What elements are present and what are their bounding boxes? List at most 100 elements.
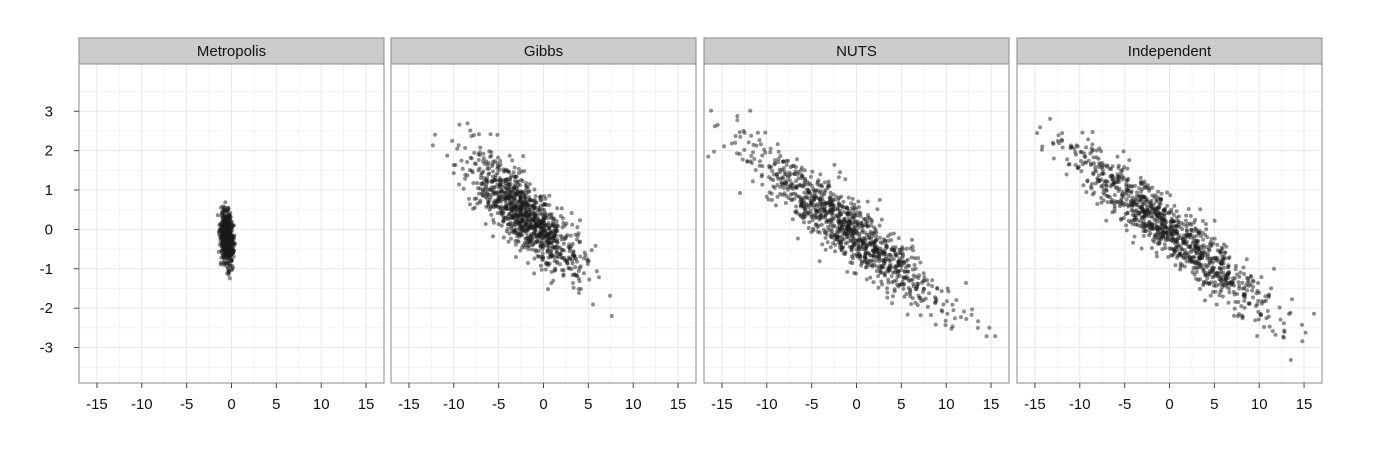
data-point — [223, 261, 228, 266]
data-point — [860, 228, 865, 233]
data-point — [897, 273, 902, 278]
data-point — [1125, 166, 1130, 171]
data-point — [1250, 278, 1255, 283]
data-point — [1212, 280, 1217, 285]
data-point — [775, 142, 780, 147]
data-point — [594, 269, 599, 274]
data-point — [860, 243, 865, 248]
data-point — [1086, 137, 1091, 142]
data-point — [885, 238, 890, 243]
data-point — [223, 245, 227, 250]
data-point — [1088, 162, 1093, 167]
data-point — [1217, 293, 1222, 298]
data-point — [540, 230, 545, 235]
data-point — [880, 282, 885, 287]
data-point — [1137, 194, 1142, 199]
data-point — [1084, 145, 1089, 150]
data-point — [853, 224, 858, 229]
data-point — [475, 181, 480, 186]
data-point — [802, 168, 807, 173]
data-point — [1208, 242, 1212, 247]
data-point — [492, 198, 497, 203]
data-point — [481, 151, 486, 156]
data-point — [1226, 263, 1231, 268]
data-point — [896, 236, 901, 241]
data-point — [868, 275, 873, 280]
data-point — [1201, 269, 1206, 274]
x-tick-label: -15 — [86, 396, 108, 413]
data-point — [222, 226, 227, 231]
data-point — [513, 242, 518, 247]
data-point — [1206, 263, 1211, 268]
data-point — [518, 206, 523, 211]
data-point — [847, 223, 852, 228]
data-point — [737, 190, 742, 195]
data-point — [1247, 301, 1252, 306]
data-point — [1263, 294, 1268, 299]
data-point — [750, 179, 755, 184]
data-point — [490, 174, 495, 179]
data-point — [741, 128, 746, 133]
data-point — [1091, 172, 1096, 177]
data-point — [1239, 313, 1244, 318]
data-point — [512, 205, 517, 210]
data-point — [817, 196, 822, 201]
data-point — [1074, 143, 1079, 148]
data-point — [503, 177, 508, 182]
data-point — [1119, 217, 1124, 222]
data-point — [540, 221, 545, 226]
data-point — [1068, 146, 1073, 151]
data-point — [1152, 232, 1157, 237]
data-point — [776, 156, 781, 161]
panel-title: NUTS — [836, 43, 877, 60]
data-point — [889, 247, 894, 252]
data-point — [751, 150, 756, 155]
data-point — [228, 263, 233, 268]
data-point — [835, 237, 840, 242]
data-point — [227, 245, 232, 250]
data-point — [904, 291, 909, 296]
data-point — [826, 179, 831, 184]
data-point — [549, 230, 554, 235]
data-point — [900, 255, 905, 260]
data-point — [1083, 155, 1088, 160]
data-point — [939, 289, 944, 294]
data-point — [913, 274, 918, 279]
data-point — [484, 204, 489, 209]
data-point — [927, 291, 932, 296]
data-point — [757, 138, 762, 143]
data-point — [1093, 181, 1098, 186]
data-point — [497, 167, 502, 172]
data-point — [1215, 270, 1220, 275]
data-point — [780, 193, 785, 198]
data-point — [1242, 298, 1247, 303]
data-point — [856, 225, 861, 230]
data-point — [578, 218, 582, 223]
data-point — [531, 218, 536, 223]
data-point — [1192, 220, 1197, 225]
data-point — [507, 211, 512, 216]
data-point — [845, 228, 850, 233]
data-point — [1150, 225, 1155, 230]
data-point — [925, 304, 930, 309]
data-point — [858, 254, 863, 259]
data-point — [749, 160, 754, 165]
data-point — [818, 172, 823, 177]
data-point — [1258, 312, 1263, 317]
data-point — [576, 269, 581, 274]
data-point — [1104, 183, 1109, 188]
data-point — [1080, 162, 1085, 167]
data-point — [1122, 165, 1127, 170]
data-point — [1181, 222, 1186, 227]
data-point — [782, 172, 787, 177]
data-point — [516, 226, 521, 231]
data-point — [789, 198, 794, 203]
data-point — [491, 217, 496, 222]
data-point — [1035, 131, 1040, 136]
data-point — [1185, 221, 1190, 226]
data-point — [813, 215, 818, 220]
data-point — [1056, 133, 1061, 138]
data-point — [1117, 203, 1122, 208]
data-point — [1201, 243, 1206, 248]
x-tick-label: 0 — [852, 396, 860, 413]
